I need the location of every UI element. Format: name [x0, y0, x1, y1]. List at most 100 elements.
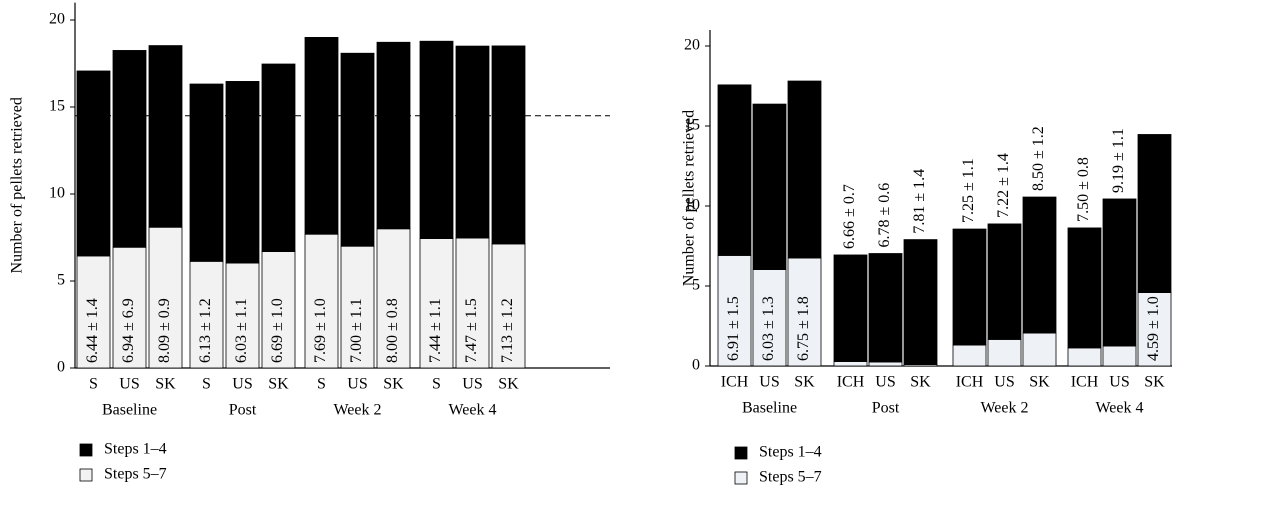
y-tick-label: 15 [49, 98, 65, 115]
bar-segment [376, 41, 411, 230]
bar-segment [455, 237, 490, 369]
x-tick-label: SK [155, 376, 176, 393]
value-label: 9.88 ± 1.3 [1145, 222, 1162, 287]
bar-segment [1022, 332, 1057, 367]
x-tick-label: ICH [956, 374, 984, 391]
bar-segment [112, 50, 147, 248]
value-label: 10.63 ± 1.1 [84, 177, 101, 250]
value-label: 11.06 ± 1.1 [795, 180, 812, 252]
x-tick-label: ICH [1071, 374, 1099, 391]
legend-swatch [734, 446, 748, 460]
bar-segment [455, 45, 490, 239]
bar-segment [1022, 196, 1057, 334]
bar-segment [868, 253, 903, 363]
bar-segment [261, 63, 296, 252]
bar-segment [225, 262, 260, 369]
value-label: 7.47 ± 1.5 [463, 298, 480, 363]
y-tick-label: 20 [49, 11, 65, 28]
y-tick-label: 10 [49, 185, 65, 202]
bar-segment [787, 80, 822, 259]
x-tick-label: US [232, 376, 252, 393]
value-label: 6.03 ± 1.1 [233, 298, 250, 363]
value-label: 6.78 ± 0.6 [876, 183, 893, 248]
x-tick-label: US [1109, 374, 1129, 391]
bar-segment [189, 83, 224, 262]
legend-label: Steps 5–7 [104, 466, 167, 483]
legend-swatch [734, 471, 748, 485]
value-label: 6.91 ± 1.5 [725, 296, 742, 361]
bar-segment [189, 260, 224, 369]
y-tick-label: 5 [57, 272, 65, 289]
bar-segment [717, 255, 752, 367]
x-tick-label: S [202, 376, 211, 393]
bar-segment [1067, 227, 1102, 349]
bar-segment [952, 344, 987, 367]
value-label: 11.38 ± 0.5 [499, 166, 516, 238]
value-label: 9.19 ± 1.1 [1110, 128, 1127, 193]
bar-segment [76, 255, 111, 369]
value-label: 7.25 ± 1.1 [960, 158, 977, 223]
group-label: Post [872, 400, 900, 417]
x-tick-label: US [347, 376, 367, 393]
bar-segment [304, 233, 339, 369]
value-label: 7.44 ± 1.1 [427, 298, 444, 363]
value-label: 2.06 ± 1.2 [1030, 262, 1047, 327]
bar-segment [1102, 345, 1137, 367]
bar-segment [1137, 292, 1172, 367]
bar-segment [868, 361, 903, 367]
x-tick-label: SK [1144, 374, 1165, 391]
bar-segment [148, 226, 183, 369]
x-tick-label: SK [268, 376, 289, 393]
x-tick-label: S [89, 376, 98, 393]
x-tick-label: US [759, 374, 779, 391]
bar-segment [376, 228, 411, 369]
x-tick-label: SK [910, 374, 931, 391]
value-label: 6.03 ± 1.3 [760, 296, 777, 361]
bar-segment [340, 52, 375, 247]
value-label: 11.34 ± 0.7 [427, 160, 444, 232]
value-label: 8.00 ± 0.8 [384, 298, 401, 363]
value-label: 7.81 ± 1.4 [911, 169, 928, 234]
group-label: Baseline [742, 400, 797, 417]
x-tick-label: SK [794, 374, 815, 391]
bar-segment [491, 243, 526, 369]
bar-segment [261, 251, 296, 369]
value-label: 10.19 ± 1.1 [197, 183, 214, 256]
group-label: Week 2 [980, 400, 1028, 417]
x-tick-label: SK [498, 376, 519, 393]
bar-segment [833, 361, 868, 367]
bar-segment [1067, 347, 1102, 367]
value-label: 10.78 ± 0.9 [269, 173, 286, 246]
value-label: 6.44 ± 1.4 [84, 298, 101, 363]
x-tick-label: US [119, 376, 139, 393]
value-label: 6.94 ± 6.9 [120, 298, 137, 363]
x-tick-label: S [432, 376, 441, 393]
group-label: Week 4 [448, 402, 496, 419]
value-label: 0.25 ± 0.7 [876, 291, 893, 356]
bar-segment [112, 246, 147, 369]
x-tick-label: US [875, 374, 895, 391]
value-label: 1.25 ± 1.3 [1110, 275, 1127, 340]
bar-segment [717, 84, 752, 256]
x-tick-label: S [317, 376, 326, 393]
y-tick-label: 20 [684, 37, 700, 54]
x-tick-label: ICH [721, 374, 749, 391]
legend-swatch [79, 443, 93, 457]
value-label: 11.31 ± 0.5 [312, 156, 329, 228]
value-label: 6.69 ± 1.0 [269, 298, 286, 363]
bar-segment [76, 70, 111, 257]
bar-segment [833, 254, 868, 362]
value-label: 11.03 ± 1.0 [463, 160, 480, 232]
value-label: 11.09 ± 0.8 [348, 168, 365, 240]
bar-segment [987, 339, 1022, 367]
value-label: 7.13 ± 1.2 [499, 298, 516, 363]
y-tick-label: 0 [692, 357, 700, 374]
bar-segment [225, 81, 260, 264]
bar-segment [752, 103, 787, 270]
bar-segment [340, 245, 375, 369]
bar-segment [903, 239, 938, 365]
legend-swatch [79, 468, 93, 482]
bar-segment [1137, 134, 1172, 293]
bar-segment [787, 257, 822, 367]
